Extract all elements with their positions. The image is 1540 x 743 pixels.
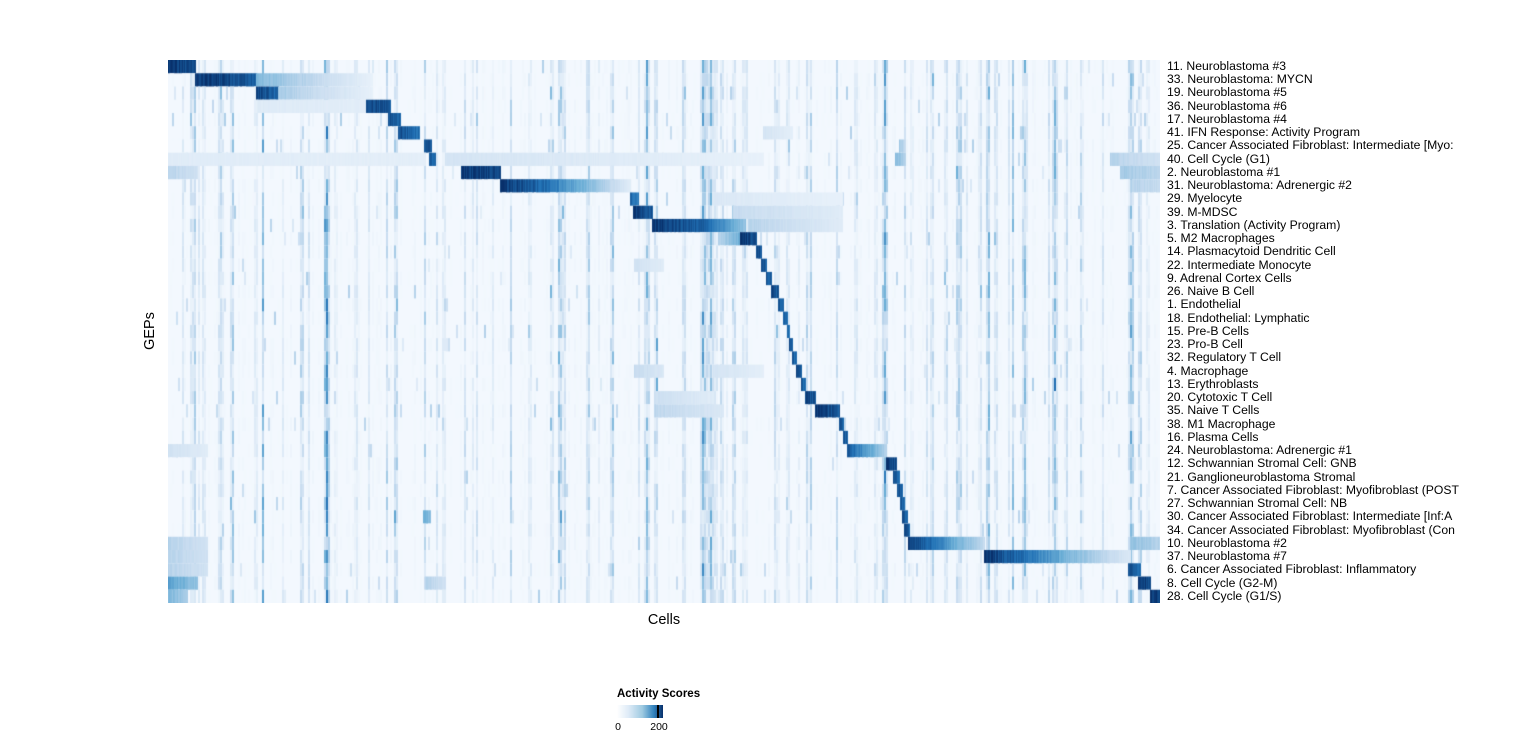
activity-scores-legend: Activity Scores 0 200 <box>615 688 701 733</box>
gep-row-label: 32. Regulatory T Cell <box>1167 350 1282 365</box>
gep-row-label: 31. Neuroblastoma: Adrenergic #2 <box>1167 178 1352 193</box>
gep-row-label: 6. Cancer Associated Fibroblast: Inflamm… <box>1167 562 1417 577</box>
x-axis-label: Cells <box>647 612 681 628</box>
legend-title: Activity Scores <box>617 688 701 700</box>
gep-row-label: 35. Naive T Cells <box>1167 403 1260 418</box>
gep-row-label: 41. IFN Response: Activity Program <box>1167 125 1361 140</box>
gep-row-label: 25. Cancer Associated Fibroblast: Interm… <box>1167 138 1454 153</box>
gep-row-label: 8. Cell Cycle (G2-M) <box>1167 575 1278 590</box>
gep-row-label: 30. Cancer Associated Fibroblast: Interm… <box>1167 509 1453 524</box>
gep-row-label: 17. Neuroblastoma #4 <box>1167 111 1287 126</box>
gep-row-label: 4. Macrophage <box>1167 363 1249 378</box>
gep-row-label: 29. Myelocyte <box>1167 191 1243 206</box>
legend-max-label: 200 <box>650 721 668 733</box>
heatmap-canvas <box>168 60 1160 603</box>
gep-row-label: 33. Neuroblastoma: MYCN <box>1167 72 1313 87</box>
gep-row-label: 38. M1 Macrophage <box>1167 416 1276 431</box>
legend-colorbar <box>617 705 663 718</box>
legend-labels: 0 200 <box>615 721 697 733</box>
gep-row-label: 7. Cancer Associated Fibroblast: Myofibr… <box>1167 482 1459 497</box>
gep-row-labels: 11. Neuroblastoma #3 33. Neuroblastoma: M… <box>1167 60 1540 603</box>
y-axis-label: GEPs <box>142 312 158 350</box>
gep-row-label: 2. Neuroblastoma #1 <box>1167 164 1281 179</box>
gep-row-label: 23. Pro-B Cell <box>1167 337 1243 352</box>
gep-row-label: 26. Naive B Cell <box>1167 284 1255 299</box>
gep-row-label: 10. Neuroblastoma #2 <box>1167 535 1287 550</box>
gep-row-label: 3. Translation (Activity Program) <box>1167 217 1341 232</box>
gep-row-label: 15. Pre-B Cells <box>1167 323 1249 338</box>
gep-row-label: 14. Plasmacytoid Dendritic Cell <box>1167 244 1336 259</box>
legend-min-label: 0 <box>615 721 621 733</box>
gep-row-label: 11. Neuroblastoma #3 <box>1167 60 1287 73</box>
gep-row-label: 28. Cell Cycle (G1/S) <box>1167 588 1282 603</box>
gep-row-label: 20. Cytotoxic T Cell <box>1167 390 1273 405</box>
gep-row-label: 12. Schwannian Stromal Cell: GNB <box>1167 456 1357 471</box>
legend-max-tick <box>657 705 659 718</box>
gep-row-label: 34. Cancer Associated Fibroblast: Myofib… <box>1167 522 1455 537</box>
gep-row-label: 36. Neuroblastoma #6 <box>1167 98 1287 113</box>
gep-row-label: 24. Neuroblastoma: Adrenergic #1 <box>1167 443 1352 458</box>
gep-row-label: 5. M2 Macrophages <box>1167 231 1275 246</box>
gep-row-label: 1. Endothelial <box>1167 297 1241 312</box>
gep-row-label: 27. Schwannian Stromal Cell: NB <box>1167 496 1348 511</box>
gep-row-label: 18. Endothelial: Lymphatic <box>1167 310 1310 325</box>
gep-row-label: 39. M-MDSC <box>1167 204 1238 219</box>
gep-row-label: 9. Adrenal Cortex Cells <box>1167 270 1292 285</box>
gep-row-label: 22. Intermediate Monocyte <box>1167 257 1312 272</box>
gep-row-label: 40. Cell Cycle (G1) <box>1167 151 1270 166</box>
gep-row-label: 19. Neuroblastoma #5 <box>1167 85 1287 100</box>
gep-row-label: 16. Plasma Cells <box>1167 429 1259 444</box>
gep-row-label: 21. Ganglioneuroblastoma Stromal <box>1167 469 1356 484</box>
gep-row-label: 37. Neuroblastoma #7 <box>1167 549 1287 564</box>
gep-row-label: 13. Erythroblasts <box>1167 376 1259 391</box>
